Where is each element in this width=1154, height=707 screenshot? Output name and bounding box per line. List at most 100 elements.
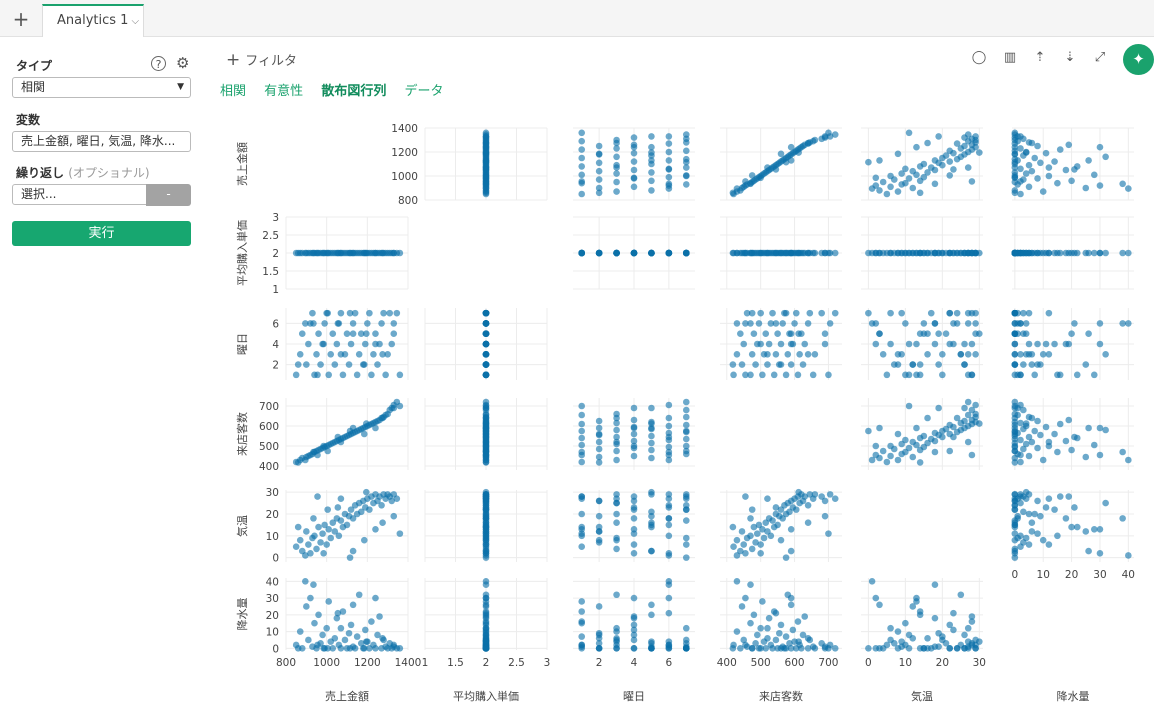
scatter-point: [682, 624, 690, 632]
scatter-point: [334, 320, 342, 327]
scatter-point: [1017, 350, 1024, 358]
add-tab-icon[interactable]: +: [12, 7, 30, 31]
scatter-point: [909, 184, 917, 192]
scatter-point: [346, 554, 354, 561]
scatter-point: [334, 249, 342, 257]
chevron-down-icon[interactable]: ⌵: [131, 16, 140, 27]
scatter-point: [482, 523, 490, 531]
scatter-point: [868, 185, 876, 192]
y-tick-label: 1000: [391, 171, 418, 183]
scatter-point: [346, 645, 354, 652]
scatter-point: [826, 491, 834, 498]
scatter-point: [595, 189, 603, 197]
scatter-point: [902, 179, 909, 187]
repeat-clear-button[interactable]: -: [146, 184, 191, 206]
scatter-point: [578, 633, 586, 640]
scatter-point: [482, 174, 490, 182]
scatter-point: [747, 249, 754, 257]
scatter-point: [764, 361, 771, 368]
y-tick-label: 4: [272, 339, 279, 351]
scatter-point: [648, 611, 655, 619]
y-tick-label: 800: [398, 195, 418, 207]
scatter-point: [368, 371, 375, 379]
upload-icon[interactable]: ⇡: [1034, 50, 1046, 65]
scatter-point: [909, 453, 917, 461]
scatter-point: [578, 543, 586, 551]
scatter-point: [1020, 445, 1027, 453]
scatter-point: [329, 645, 337, 652]
scatter-point: [774, 330, 781, 338]
scatter-point: [752, 539, 759, 546]
repeat-select[interactable]: 選択...: [12, 184, 148, 205]
scatter-point: [1045, 438, 1053, 446]
scatter-point: [894, 430, 902, 438]
variables-field[interactable]: 売上金額, 曜日, 気温, 降水...: [12, 131, 191, 152]
type-select[interactable]: 相関 ▼: [12, 77, 191, 98]
scatter-point: [682, 427, 690, 435]
scatter-point: [648, 439, 655, 447]
comment-icon[interactable]: ◯: [971, 50, 987, 65]
scatter-point: [613, 510, 620, 518]
scatter-point: [1037, 159, 1044, 167]
scatter-point: [1096, 549, 1104, 557]
pin-icon[interactable]: ✦: [1123, 44, 1154, 75]
scatter-point: [946, 172, 954, 179]
x-tick-label: 1.5: [447, 657, 464, 669]
scatter-point: [1014, 512, 1021, 520]
scatter-point: [578, 129, 586, 137]
scatter-point: [1119, 320, 1126, 327]
scatter-point: [595, 167, 603, 175]
scatter-point: [801, 613, 809, 620]
scatter-point: [630, 504, 638, 511]
scatter-point: [1056, 146, 1064, 153]
scatter-point: [787, 525, 795, 533]
scatter-point: [578, 178, 586, 185]
scatter-point: [747, 515, 754, 522]
scatter-point: [782, 645, 790, 652]
scatter-point: [363, 249, 370, 257]
scatter-point: [879, 447, 887, 455]
scatter-point: [916, 459, 924, 466]
scatter-point: [317, 539, 324, 546]
chart-icon[interactable]: ▥: [1003, 50, 1017, 65]
tab-scatter-matrix[interactable]: 散布図行列: [321, 84, 387, 99]
run-button[interactable]: 実行: [12, 221, 191, 246]
scatter-point: [762, 645, 770, 652]
scatter-point: [630, 149, 638, 157]
scatter-point: [665, 433, 673, 441]
scatter-point: [482, 536, 490, 544]
scatter-point: [976, 420, 983, 427]
scatter-point: [374, 631, 381, 639]
tab-data[interactable]: データ: [404, 84, 444, 99]
scatter-point: [390, 249, 398, 257]
x-tick-label: 700: [818, 657, 838, 669]
help-icon[interactable]: ?: [151, 56, 166, 71]
tab-analytics-1[interactable]: Analytics 1 ⌵: [42, 4, 144, 37]
filter-button[interactable]: + フィルタ: [226, 50, 297, 70]
tab-label: Analytics 1: [57, 13, 129, 28]
scatter-point: [1039, 536, 1047, 544]
x-tick-label: 2: [596, 657, 603, 669]
x-tick-label: 400: [717, 657, 737, 669]
scatter-point: [390, 512, 398, 520]
scatter-point: [378, 501, 385, 509]
scatter-point: [390, 404, 398, 412]
scatter-point: [1037, 512, 1044, 520]
tab-significance[interactable]: 有意性: [264, 84, 304, 99]
gear-icon[interactable]: ⚙: [176, 54, 190, 72]
y-tick-label: 20: [266, 610, 279, 622]
scatter-point: [682, 506, 690, 513]
tab-correlation[interactable]: 相関: [220, 84, 247, 99]
expand-icon[interactable]: ⤢: [1094, 50, 1106, 65]
scatter-point: [730, 543, 737, 551]
scatter-point: [1051, 430, 1058, 438]
download-icon[interactable]: ⇣: [1064, 50, 1076, 65]
scatter-point: [772, 350, 780, 358]
scatter-point: [1011, 361, 1019, 368]
scatter-point: [1011, 174, 1019, 182]
scatter-point: [742, 641, 749, 649]
scatter-point: [1011, 506, 1019, 513]
scatter-point: [294, 459, 302, 466]
scatter-point: [777, 340, 785, 348]
scatter-point: [339, 371, 347, 379]
